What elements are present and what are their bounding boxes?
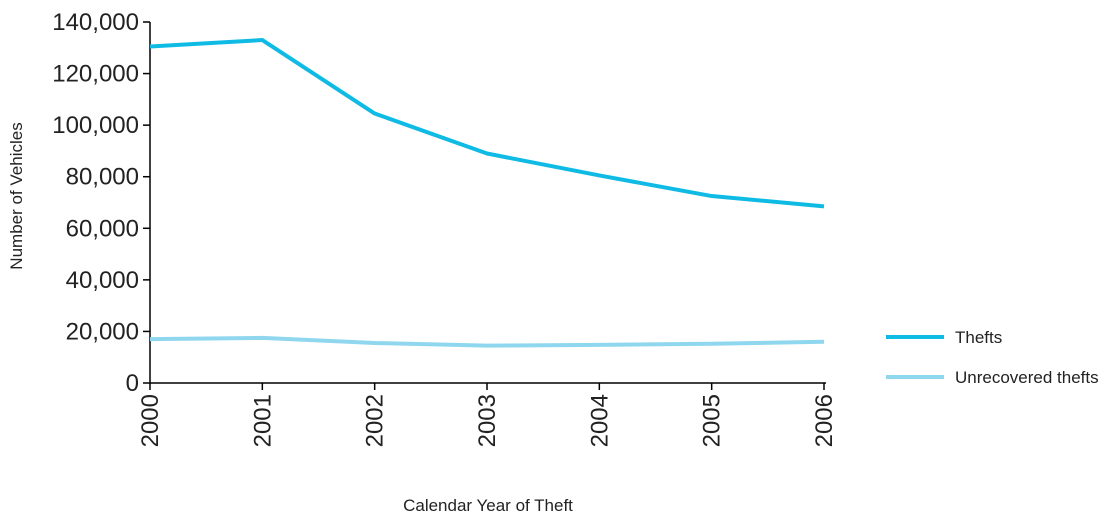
y-tick-label: 60,000 xyxy=(66,215,139,242)
x-tick-label: 2002 xyxy=(362,394,389,447)
x-tick-label: 2004 xyxy=(586,394,613,447)
y-tick-label: 80,000 xyxy=(66,164,139,191)
y-tick-label: 20,000 xyxy=(66,318,139,345)
legend-label-1: Unrecovered thefts xyxy=(955,368,1099,387)
x-axis-title: Calendar Year of Theft xyxy=(403,496,573,515)
legend: Thefts Unrecovered thefts xyxy=(886,328,1099,387)
series-line-0 xyxy=(149,38,825,209)
y-tick-label: 0 xyxy=(126,370,139,397)
y-tick-label: 40,000 xyxy=(66,267,139,294)
y-tick-label: 100,000 xyxy=(52,112,139,139)
y-tick-label: 140,000 xyxy=(52,9,139,36)
x-tick-label: 2006 xyxy=(811,394,838,447)
axes xyxy=(149,22,826,384)
legend-label-0: Thefts xyxy=(955,328,1002,347)
series-line-1 xyxy=(149,335,825,348)
x-tick-label: 2003 xyxy=(474,394,501,447)
series-layer xyxy=(149,38,825,348)
y-ticks: 0 20,000 40,000 60,000 80,000 100,000 120,000 1… xyxy=(52,9,150,397)
x-tick-label: 2000 xyxy=(137,394,164,447)
y-axis-title: Number of Vehicles xyxy=(7,122,26,269)
y-tick-label: 120,000 xyxy=(52,61,139,88)
x-tick-label: 2001 xyxy=(249,394,276,447)
x-tick-label: 2005 xyxy=(699,394,726,447)
x-ticks: 2000 2001 2002 2003 2004 2005 2006 xyxy=(137,383,838,447)
